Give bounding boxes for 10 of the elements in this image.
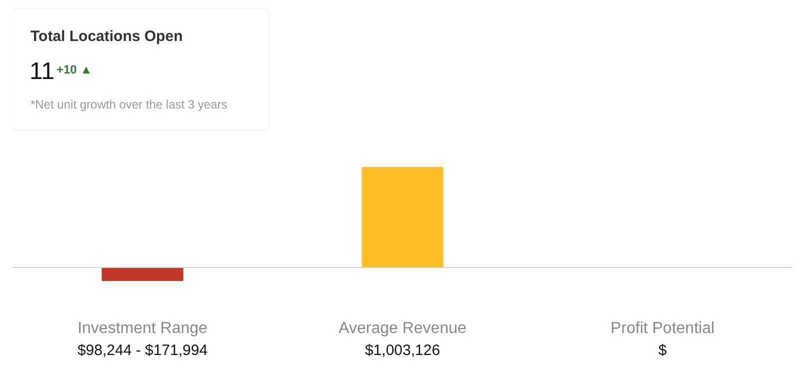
text: $ bbox=[658, 342, 668, 359]
text: +10 ▲ bbox=[56, 62, 92, 76]
x-tick-label: Profit Potential bbox=[610, 320, 715, 337]
text: *Net unit growth over the last 3 years bbox=[30, 98, 228, 112]
x-tick-label: Average Revenue bbox=[338, 320, 466, 337]
text: $1,003,126 bbox=[364, 342, 440, 359]
text: $98,244 - $171,994 bbox=[77, 342, 208, 359]
text: Total Locations Open bbox=[30, 28, 183, 45]
x-tick-label: Investment Range bbox=[78, 320, 208, 337]
text: 11 bbox=[30, 58, 54, 85]
